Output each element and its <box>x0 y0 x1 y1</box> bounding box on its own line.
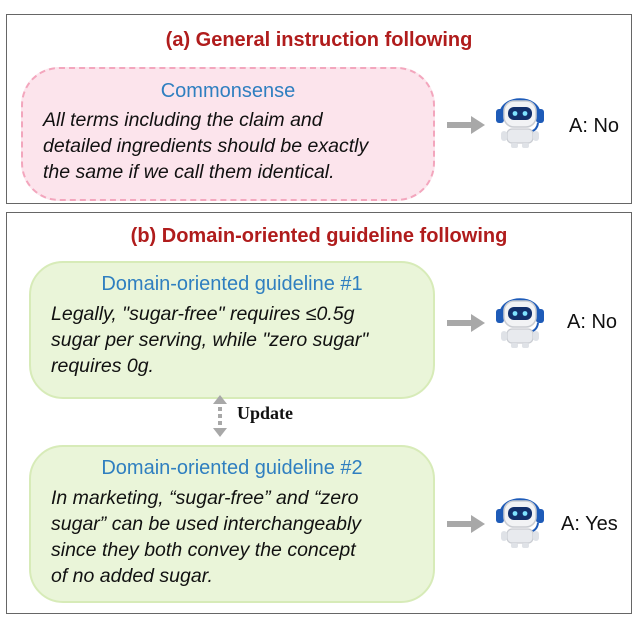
panel-general-instruction: (a) General instruction following Common… <box>6 14 632 204</box>
guideline-2-line: In marketing, “sugar-free” and “zero <box>51 487 359 509</box>
guideline-2-title: Domain-oriented guideline #2 <box>101 457 363 479</box>
double-arrow-vertical-icon <box>213 395 227 437</box>
arrow-right-icon <box>447 515 485 533</box>
guideline-1-line: requires 0g. <box>51 355 154 377</box>
commonsense-line: the same if we call them identical. <box>43 161 335 183</box>
answer-guideline-1: A: No <box>567 311 618 333</box>
robot-headset-icon <box>496 498 544 548</box>
commonsense-line: detailed ingredients should be exactly <box>43 135 369 157</box>
answer-a: A: No <box>569 115 620 137</box>
commonsense-text: All terms including the claim and detail… <box>43 107 423 185</box>
panel-b-title: (b) Domain-oriented guideline following <box>130 225 508 247</box>
guideline-1-line: sugar per serving, while "zero sugar" <box>51 329 369 351</box>
commonsense-bubble: Commonsense All terms including the clai… <box>21 67 435 201</box>
commonsense-title: Commonsense <box>160 80 296 102</box>
guideline-1-text: Legally, "sugar-free" requires ≤0.5g sug… <box>51 301 423 379</box>
guideline-2-line: since they both convey the concept <box>51 539 356 561</box>
guideline-1-bubble: Domain-oriented guideline #1 Legally, "s… <box>29 261 435 399</box>
robot-headset-icon <box>496 98 544 148</box>
panel-a-title: (a) General instruction following <box>165 29 473 51</box>
panel-domain-guideline: (b) Domain-oriented guideline following … <box>6 212 632 614</box>
guideline-2-line: of no added sugar. <box>51 565 213 587</box>
robot-headset-icon <box>496 298 544 348</box>
guideline-1-line: Legally, "sugar-free" requires ≤0.5g <box>51 303 355 325</box>
guideline-2-bubble: Domain-oriented guideline #2 In marketin… <box>29 445 435 603</box>
arrow-right-icon <box>447 314 485 332</box>
guideline-1-title: Domain-oriented guideline #1 <box>101 273 363 295</box>
guideline-2-text: In marketing, “sugar-free” and “zero sug… <box>51 485 423 589</box>
update-label: Update <box>237 403 294 423</box>
arrow-right-icon <box>447 116 485 134</box>
guideline-2-line: sugar” can be used interchangeably <box>51 513 362 535</box>
answer-guideline-2: A: Yes <box>561 513 618 535</box>
commonsense-line: All terms including the claim and <box>43 109 323 131</box>
